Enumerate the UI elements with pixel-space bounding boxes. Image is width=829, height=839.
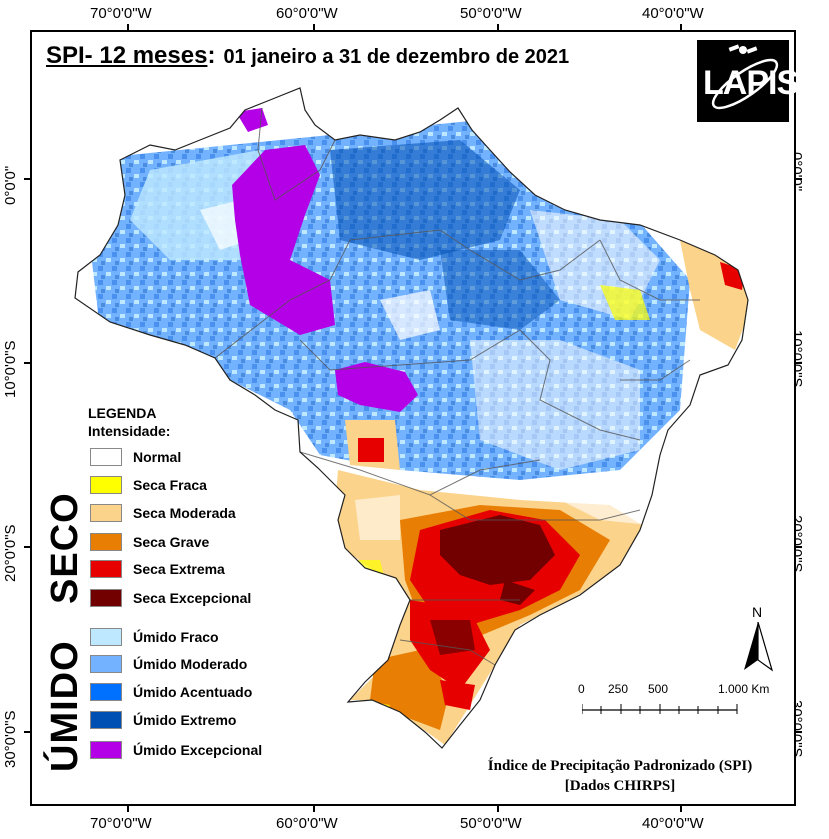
credit-line-1: Índice de Precipitação Padronizado (SPI) <box>487 758 753 774</box>
legend-heading-block: LEGENDA Intensidade: <box>88 404 170 440</box>
tick <box>313 24 315 32</box>
title-colon: : <box>207 42 216 69</box>
tick <box>24 731 32 733</box>
scale-tick-0: 0 <box>578 682 585 696</box>
tick <box>24 178 32 180</box>
legend-label: Úmido Excepcional <box>133 742 263 758</box>
lon-label-bottom-50w: 50°0'0"W <box>460 815 522 832</box>
legend-subheading: Intensidade: <box>88 423 171 439</box>
tick <box>24 546 32 548</box>
tick <box>680 24 682 32</box>
scale-tick-1000: 1.000 Km <box>718 682 770 696</box>
tick <box>794 178 802 180</box>
tick <box>313 804 315 812</box>
legend-group-dry: SECO <box>44 492 86 604</box>
tick <box>794 546 802 548</box>
scale-tick-250: 250 <box>608 682 629 696</box>
legend-swatch <box>90 589 122 607</box>
satellite-icon <box>711 44 779 110</box>
credit-block: Índice de Precipitação Padronizado (SPI)… <box>455 756 785 796</box>
credit-line-2: [Dados CHIRPS] <box>564 778 676 794</box>
lapis-logo: LAPIS <box>697 40 799 122</box>
tick <box>127 804 129 812</box>
legend-swatch <box>90 448 122 466</box>
legend-label: Seca Excepcional <box>133 590 252 606</box>
legend-label: Seca Extrema <box>133 561 225 577</box>
legend-swatch <box>90 711 122 729</box>
legend-label: Normal <box>133 449 182 465</box>
legend-heading: LEGENDA <box>88 405 157 421</box>
legend-swatch <box>90 560 122 578</box>
logo-text: LAPIS <box>703 64 799 102</box>
lon-label-top-70w: 70°0'0"W <box>90 5 152 22</box>
lon-label-bottom-70w: 70°0'0"W <box>90 815 152 832</box>
legend-swatch <box>90 504 122 522</box>
lon-label-bottom-40w: 40°0'0"W <box>642 815 704 832</box>
lon-label-top-60w: 60°0'0"W <box>276 5 338 22</box>
lon-label-top-40w: 40°0'0"W <box>642 5 704 22</box>
legend-swatch <box>90 533 122 551</box>
title-main: SPI- 12 meses <box>46 42 208 69</box>
legend-swatch <box>90 628 122 646</box>
tick <box>794 362 802 364</box>
scale-bar-graphic <box>582 704 738 714</box>
legend-label: Seca Moderada <box>133 505 236 521</box>
tick <box>680 804 682 812</box>
tick <box>24 362 32 364</box>
legend-label: Úmido Acentuado <box>133 684 253 700</box>
legend-swatch <box>90 741 122 759</box>
north-label: N <box>752 604 763 620</box>
map-title: SPI- 12 meses: 01 janeiro a 31 de dezembr… <box>46 42 569 70</box>
title-period: 01 janeiro a 31 de dezembro de 2021 <box>223 46 570 68</box>
legend-swatch <box>90 655 122 673</box>
tick <box>497 804 499 812</box>
lon-label-bottom-60w: 60°0'0"W <box>276 815 338 832</box>
tick <box>127 24 129 32</box>
scale-tick-500: 500 <box>648 682 669 696</box>
legend-label: Seca Fraca <box>133 477 207 493</box>
north-arrow-icon <box>744 622 774 672</box>
lon-label-top-50w: 50°0'0"W <box>460 5 522 22</box>
legend-swatch <box>90 683 122 701</box>
legend-label: Úmido Extremo <box>133 712 237 728</box>
legend-group-wet: ÚMIDO <box>44 640 86 772</box>
legend-swatch <box>90 476 122 494</box>
legend-label: Úmido Fraco <box>133 629 219 645</box>
legend-label: Seca Grave <box>133 534 210 550</box>
tick <box>794 731 802 733</box>
legend-label: Úmido Moderado <box>133 656 248 672</box>
tick <box>497 24 499 32</box>
